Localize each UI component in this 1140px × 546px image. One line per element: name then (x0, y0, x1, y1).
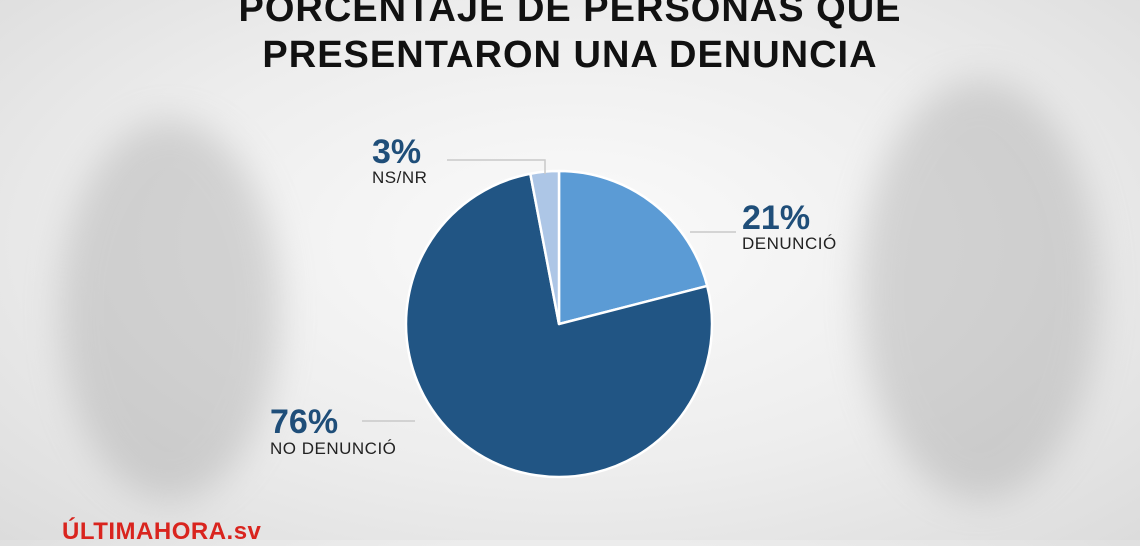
pie-slice-denunci- (557, 169, 709, 326)
pie-slice-no-denunci- (404, 172, 714, 479)
slice-category-label-denuncio: DENUNCIÓ (742, 234, 837, 253)
leader-line-ns-nr (447, 159, 546, 174)
logo-text: ÚLTIMAHORA (62, 518, 227, 545)
title-line-2: PRESENTARON UNA DENUNCIA (262, 34, 878, 76)
chart-title: PORCENTAJE DE PERSONAS QUE PRESENTARON U… (0, 0, 1140, 78)
title-line-1: PORCENTAJE DE PERSONAS QUE (238, 0, 902, 30)
slice-category-label-nsnr: NS/NR (372, 168, 428, 187)
slice-value-label-nsnr: 3% (372, 133, 422, 171)
slice-category-label-no-denuncio: NO DENUNCIÓ (270, 439, 397, 458)
logo-suffix: .sv (226, 518, 262, 545)
background-blur (60, 120, 280, 500)
background-blur (860, 80, 1100, 500)
ultimahora-logo: ÚLTIMAHORA.sv (62, 518, 261, 546)
slice-value-label-denuncio: 21% (742, 199, 811, 237)
slice-value-label-no-denuncio: 76% (270, 403, 339, 441)
